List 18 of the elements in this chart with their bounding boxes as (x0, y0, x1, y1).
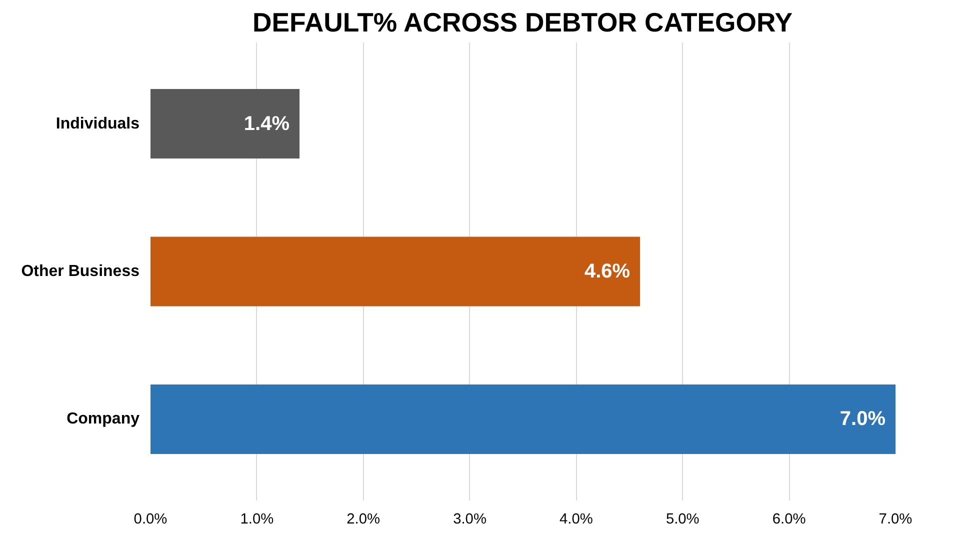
x-tick-label: 3.0% (453, 512, 486, 528)
bar (150, 384, 896, 454)
data-label: 4.6% (584, 260, 630, 282)
y-tick-label: Company (66, 410, 140, 428)
x-tick-label: 2.0% (346, 512, 380, 528)
bar (150, 236, 640, 306)
chart-title: DEFAULT% ACROSS DEBTOR CATEGORY (252, 8, 793, 38)
x-tick-label: 1.0% (240, 512, 274, 528)
x-tick-label: 5.0% (666, 512, 700, 528)
data-label: 1.4% (244, 112, 290, 135)
x-tick-label: 0.0% (134, 512, 168, 528)
y-tick-label: Other Business (21, 263, 140, 280)
x-tick-label: 7.0% (878, 512, 912, 528)
bar (150, 89, 300, 158)
y-tick-label: Individuals (56, 115, 140, 132)
x-tick-label: 6.0% (772, 512, 806, 528)
x-tick-label: 4.0% (560, 512, 593, 528)
data-label: 7.0% (840, 408, 886, 430)
